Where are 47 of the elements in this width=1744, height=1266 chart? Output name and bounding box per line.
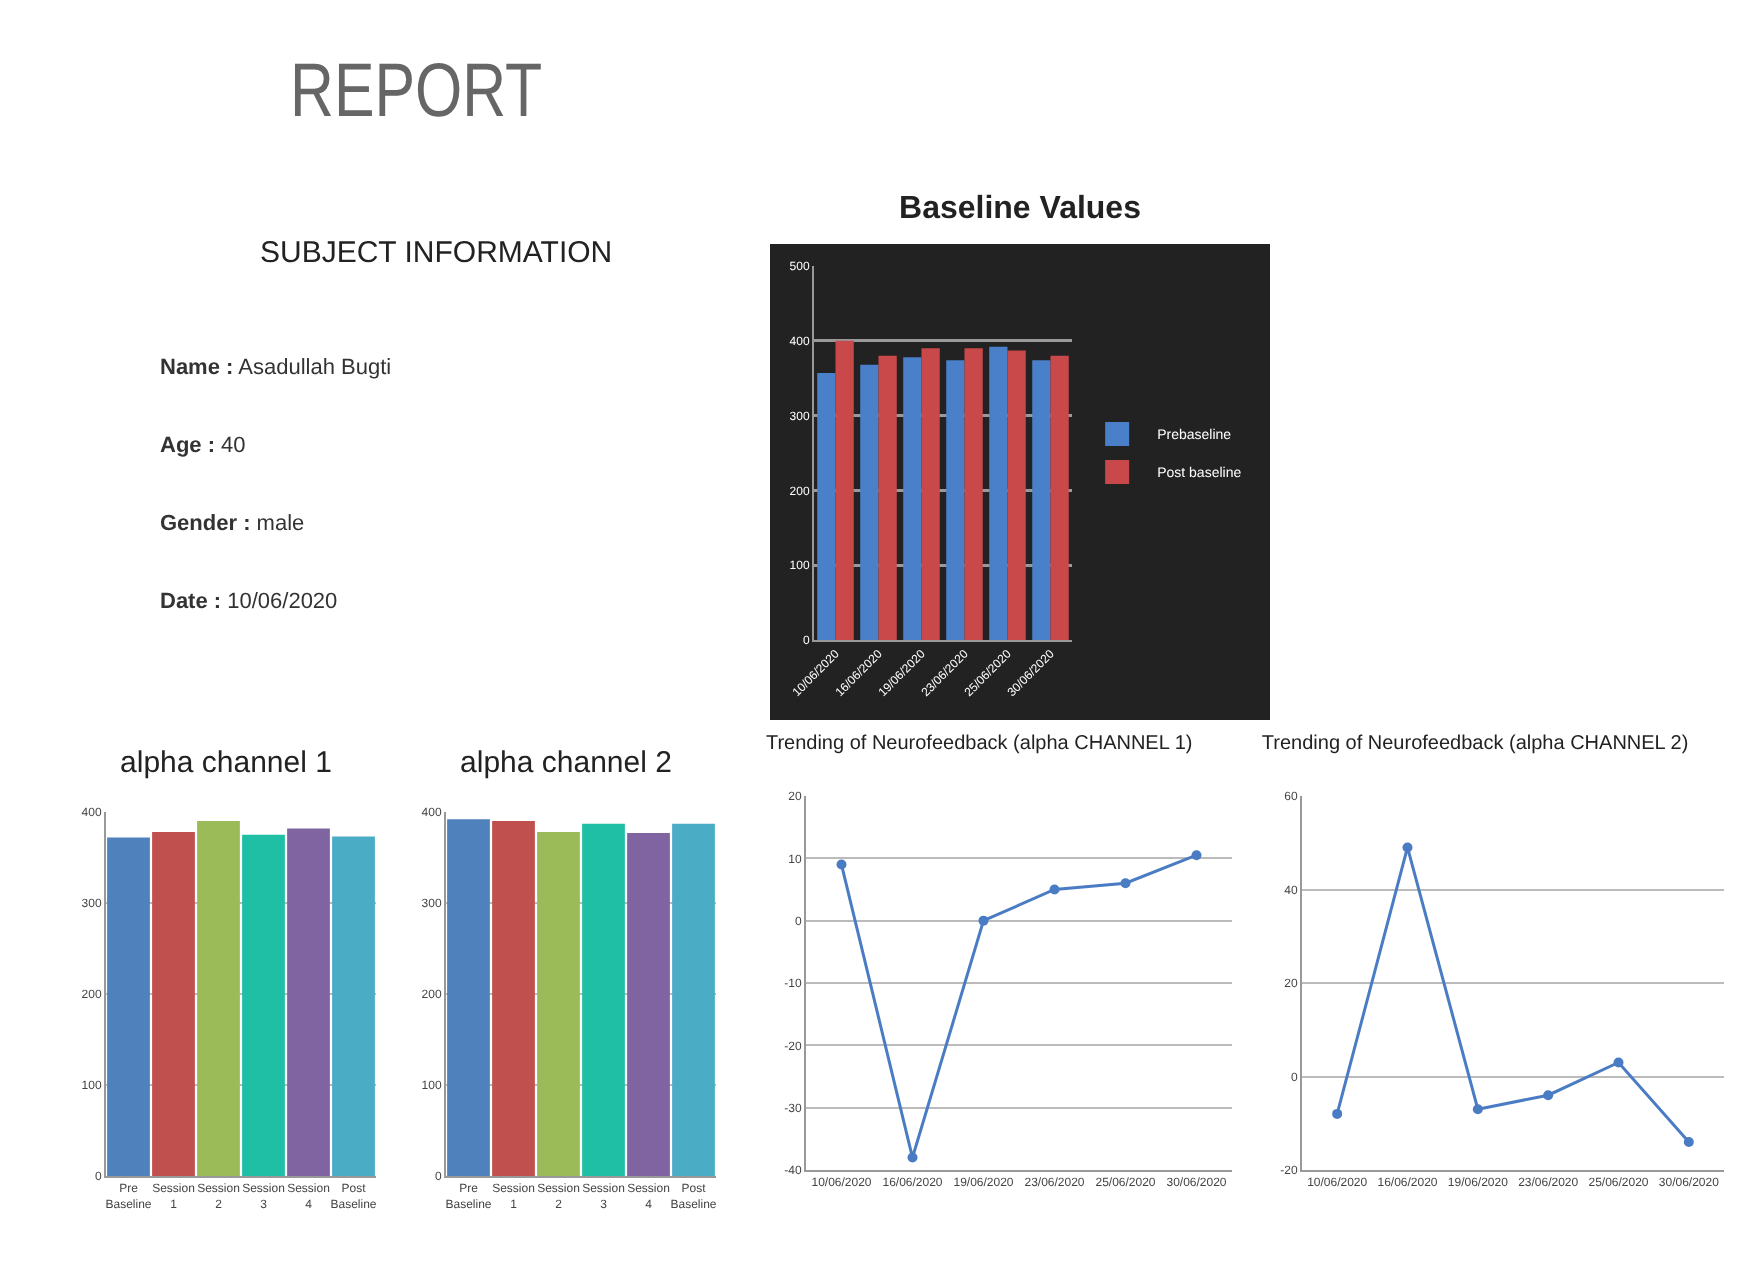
bar — [921, 348, 940, 640]
point — [836, 859, 847, 870]
bar — [107, 837, 150, 1176]
bar — [860, 364, 879, 640]
point — [1120, 878, 1131, 889]
bar — [878, 355, 897, 640]
chart-title: Trending of Neurofeedback (alpha CHANNEL 2) — [1261, 733, 1689, 756]
point — [907, 1152, 918, 1163]
point — [1332, 1108, 1343, 1119]
chart-title: alpha channel 2 — [460, 746, 672, 780]
text: Age : 40 — [160, 434, 246, 458]
bar — [582, 823, 625, 1176]
bar — [1032, 360, 1051, 640]
point — [1543, 1090, 1554, 1101]
text: Gender : male — [160, 512, 305, 536]
bar — [1007, 350, 1026, 640]
point — [1472, 1104, 1483, 1115]
point — [1049, 884, 1060, 895]
text: REPORT — [290, 50, 543, 136]
bar — [964, 348, 983, 640]
text: Date : 10/06/2020 — [160, 590, 338, 614]
chart-title: Baseline Values — [897, 190, 1143, 230]
bar — [903, 357, 922, 640]
bar — [835, 340, 854, 640]
bar — [492, 821, 535, 1176]
bar — [672, 823, 715, 1176]
bar — [1050, 355, 1069, 640]
point — [1402, 842, 1413, 853]
point — [1683, 1136, 1694, 1147]
point — [1613, 1057, 1624, 1068]
bar — [817, 372, 836, 640]
bar — [197, 821, 240, 1176]
text: SUBJECT INFORMATION — [260, 236, 613, 270]
bar — [242, 834, 285, 1176]
bar — [627, 832, 670, 1176]
bar — [332, 836, 375, 1176]
bar — [946, 360, 965, 640]
chart-title: Trending of Neurofeedback (alpha CHANNEL 1) — [765, 733, 1193, 756]
point — [1191, 850, 1202, 861]
bar — [287, 828, 330, 1176]
bar — [989, 346, 1008, 640]
point — [978, 915, 989, 926]
bar — [152, 832, 195, 1176]
text: Name : Asadullah Bugti — [160, 356, 392, 380]
bar — [447, 819, 490, 1176]
chart-title: alpha channel 1 — [120, 746, 332, 780]
bar — [537, 832, 580, 1176]
